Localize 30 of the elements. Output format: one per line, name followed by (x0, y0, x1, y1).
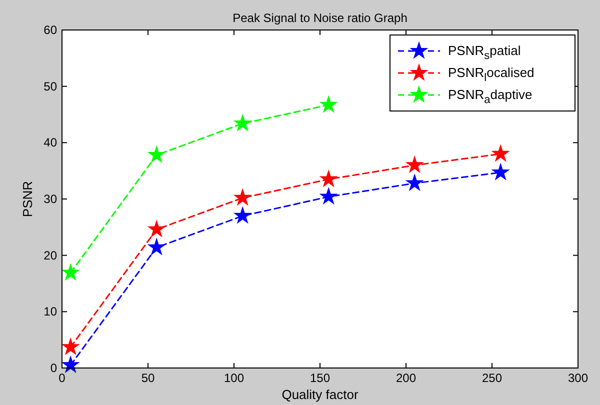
x-tick-label: 50 (141, 371, 155, 385)
x-tick-label: 100 (224, 371, 244, 385)
y-tick-label: 60 (44, 23, 58, 37)
x-tick-label: 150 (310, 371, 330, 385)
point (321, 97, 336, 112)
point (493, 164, 508, 179)
point (149, 222, 164, 236)
y-tick-label: 40 (44, 136, 58, 150)
y-tick-label: 0 (50, 361, 58, 375)
x-tick-label: 0 (58, 371, 66, 385)
legend-label: PSNR$_{s}$patial (448, 43, 521, 62)
point (235, 116, 250, 130)
point (235, 208, 250, 222)
y-tick-label: 20 (44, 248, 58, 262)
y-axis-title: PSNR (20, 180, 35, 218)
legend-label: PSNR$_{a}$daptive (448, 87, 532, 106)
chart-title: Peak Signal to Noise ratio Graph (232, 11, 408, 25)
point (321, 172, 336, 186)
point (493, 146, 508, 160)
y-tick-label: 30 (44, 192, 58, 206)
point (235, 190, 250, 204)
x-tick-label: 300 (568, 371, 588, 385)
point (63, 265, 78, 280)
legend-label: PSNR$_{l}$ocalised (448, 65, 534, 84)
x-tick-label: 250 (482, 371, 502, 385)
point (149, 240, 164, 254)
y-tick-label: 10 (44, 304, 58, 319)
x-axis-title: Quality factor (282, 387, 359, 402)
y-tick-label: 50 (44, 79, 58, 94)
x-tick-label: 200 (396, 371, 416, 385)
